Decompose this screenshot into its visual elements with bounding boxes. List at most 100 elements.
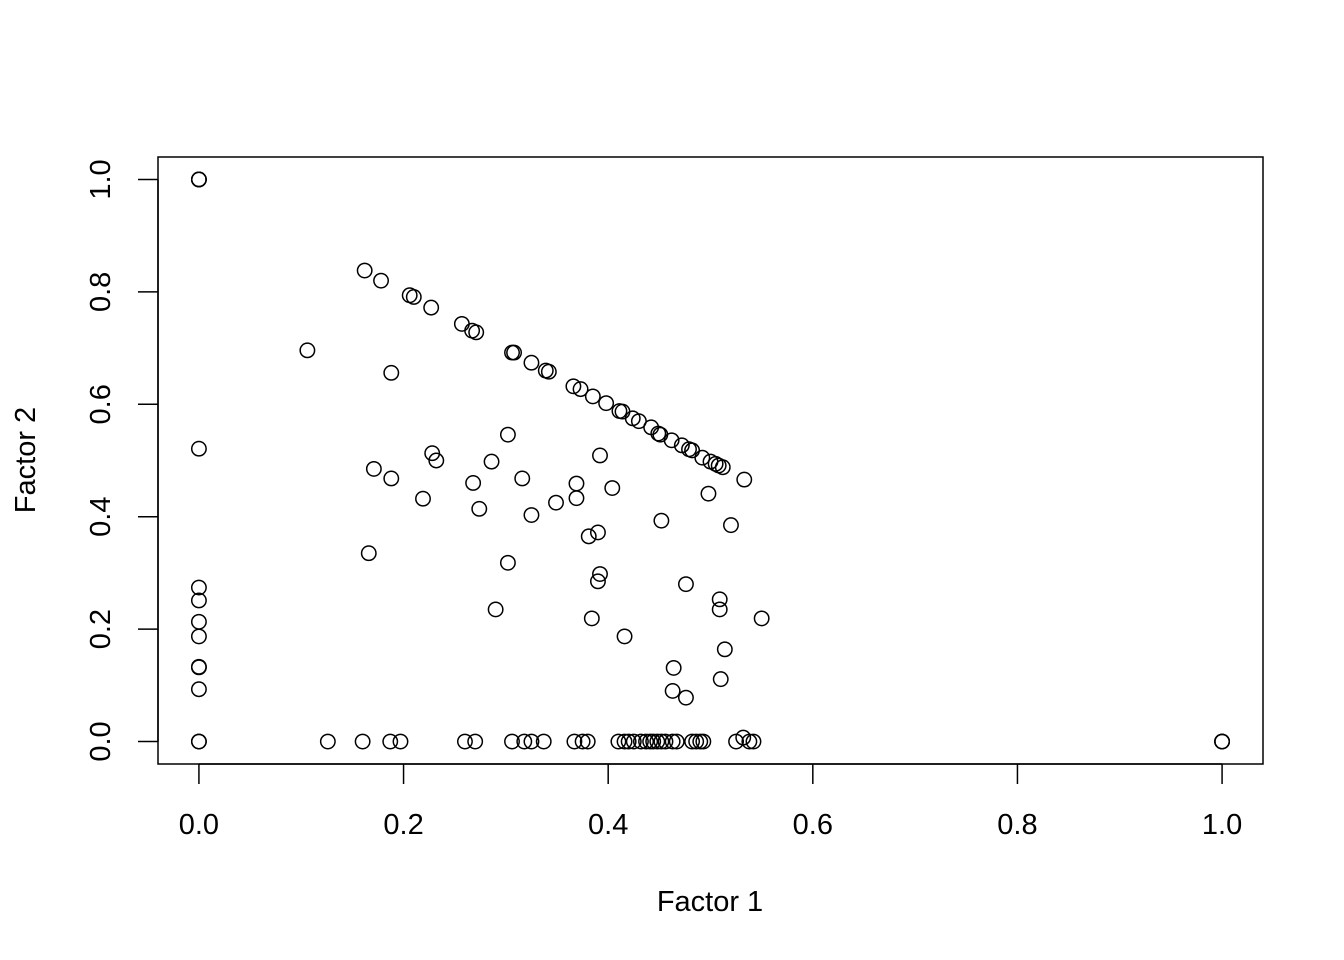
data-point (604, 480, 621, 496)
data-point (632, 733, 649, 750)
data-point (714, 459, 731, 476)
data-point (650, 425, 667, 442)
data-point (677, 576, 694, 593)
data-point (471, 500, 488, 517)
data-point (653, 512, 670, 529)
x-tick-label: 0.6 (793, 809, 833, 841)
data-point (707, 455, 724, 472)
x-tick-label: 0.2 (383, 809, 423, 841)
data-point (383, 470, 400, 487)
data-point (468, 324, 485, 341)
data-point (190, 592, 207, 609)
data-point (665, 659, 682, 676)
data-point (548, 494, 564, 511)
data-point (565, 378, 582, 395)
data-point (580, 528, 597, 545)
data-point (645, 733, 662, 750)
data-point (299, 342, 316, 359)
data-point (365, 460, 382, 477)
data-point (657, 733, 674, 750)
data-point (611, 403, 628, 419)
y-tick-label: 0.6 (85, 384, 117, 424)
data-point (625, 733, 642, 750)
x-axis-title: Factor 1 (657, 886, 763, 918)
data-point (584, 388, 601, 405)
y-axis: 0.0 0.2 0.4 0.6 0.8 1.0 (85, 159, 159, 762)
y-tick-label: 1.0 (85, 159, 117, 199)
data-point (614, 403, 631, 420)
data-point (753, 610, 770, 627)
data-point (428, 452, 445, 469)
y-tick-label: 0.4 (85, 497, 117, 537)
data-point (499, 426, 516, 443)
data-point (711, 591, 728, 608)
data-point (579, 733, 596, 750)
data-point (723, 517, 739, 534)
data-point (392, 733, 409, 750)
data-point (668, 733, 685, 750)
data-point (592, 447, 608, 464)
data-point (700, 485, 717, 502)
data-point (566, 733, 583, 750)
data-point (716, 641, 733, 658)
data-point (663, 432, 680, 449)
data-point (504, 733, 520, 750)
data-point (523, 733, 540, 750)
data-point (190, 628, 207, 645)
data-point (405, 288, 422, 305)
data-point (745, 733, 762, 750)
data-point (568, 475, 585, 492)
x-tick-label: 0.8 (997, 809, 1037, 841)
data-point (487, 601, 504, 618)
data-point (190, 579, 207, 596)
data-point (373, 272, 389, 289)
data-point (360, 545, 377, 562)
data-point (516, 733, 533, 750)
x-tick-label: 0.4 (588, 809, 628, 841)
data-point (568, 490, 585, 507)
data-point (616, 628, 633, 645)
data-point (638, 733, 654, 750)
data-point (677, 689, 694, 706)
data-point (630, 413, 647, 430)
data-point (354, 733, 371, 750)
data-point (190, 733, 207, 750)
data-point (499, 554, 516, 571)
data-point (664, 733, 681, 750)
data-point (711, 601, 728, 618)
data-point (190, 659, 207, 676)
data-point (382, 733, 399, 750)
data-point (514, 470, 531, 487)
data-point (736, 471, 753, 488)
data-point (664, 682, 681, 699)
y-axis-title: Factor 2 (10, 407, 42, 513)
data-point (190, 681, 207, 698)
data-point (684, 733, 701, 750)
plot-frame (157, 156, 1264, 765)
data-point (574, 733, 591, 750)
data-point (423, 299, 440, 316)
data-point (610, 733, 627, 750)
data-point (572, 381, 589, 398)
y-tick-label: 0.0 (85, 721, 117, 761)
data-point (590, 524, 606, 541)
data-point (190, 440, 207, 457)
data-point (415, 490, 431, 507)
data-point (688, 733, 705, 750)
y-tick-label: 0.2 (85, 609, 117, 649)
data-point (456, 733, 473, 750)
x-axis: 0.0 0.2 0.4 0.6 0.8 1.0 (179, 763, 1242, 841)
data-point (506, 344, 523, 361)
data-point (583, 610, 600, 627)
data-point (694, 449, 711, 466)
data-point (483, 453, 500, 470)
data-points (190, 171, 1231, 750)
data-point (590, 573, 606, 590)
data-point (598, 395, 615, 412)
data-point (523, 507, 540, 523)
data-point (535, 733, 552, 750)
data-point (383, 364, 400, 381)
data-point (467, 733, 484, 750)
data-point (319, 733, 336, 750)
data-point (712, 671, 729, 688)
